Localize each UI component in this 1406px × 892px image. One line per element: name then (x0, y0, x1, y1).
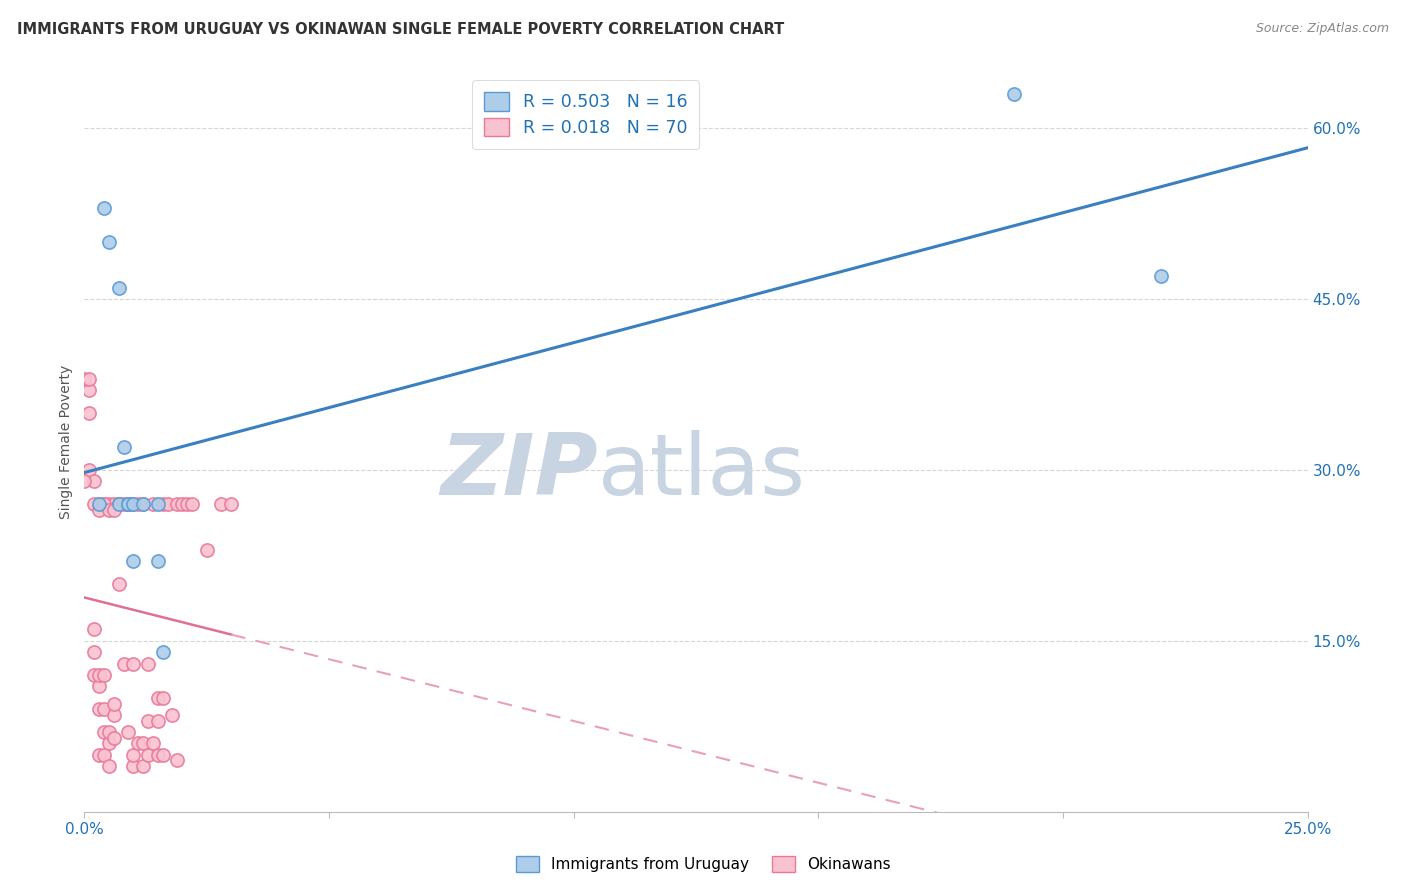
Point (152, 747, 174, 762)
Point (127, 736, 149, 750)
Point (127, 497, 149, 511)
Point (195, 542, 218, 557)
Legend: Immigrants from Uruguay, Okinawans: Immigrants from Uruguay, Okinawans (508, 848, 898, 880)
Point (107, 497, 129, 511)
Text: atlas: atlas (598, 430, 806, 513)
Point (146, 497, 169, 511)
Point (93, 497, 115, 511)
Point (112, 497, 135, 511)
Point (162, 707, 184, 722)
Point (117, 497, 139, 511)
Point (166, 497, 188, 511)
Point (166, 754, 188, 768)
Point (87, 503, 110, 517)
Point (122, 497, 145, 511)
Point (146, 554, 169, 568)
Point (87, 497, 110, 511)
Point (83, 497, 105, 511)
Point (122, 759, 145, 773)
Point (142, 736, 165, 750)
Point (93, 497, 115, 511)
Point (103, 503, 125, 517)
Point (87, 747, 110, 762)
Point (93, 201, 115, 215)
Point (156, 497, 179, 511)
Point (122, 554, 145, 568)
Point (83, 668, 105, 682)
Point (103, 497, 125, 511)
Point (132, 497, 155, 511)
Point (83, 645, 105, 659)
Point (103, 731, 125, 745)
Point (132, 736, 155, 750)
Point (112, 657, 135, 671)
Point (103, 697, 125, 711)
Point (107, 577, 129, 591)
Point (77, 406, 100, 420)
Y-axis label: Single Female Poverty: Single Female Poverty (59, 365, 73, 518)
Point (93, 702, 115, 716)
Point (117, 497, 139, 511)
Text: Source: ZipAtlas.com: Source: ZipAtlas.com (1256, 22, 1389, 36)
Point (117, 725, 139, 739)
Point (152, 497, 174, 511)
Point (77, 384, 100, 398)
Point (146, 747, 169, 762)
Point (97, 736, 120, 750)
Point (107, 497, 129, 511)
Point (117, 497, 139, 511)
Point (122, 657, 145, 671)
Point (219, 497, 242, 511)
Point (97, 759, 120, 773)
Point (209, 497, 232, 511)
Point (77, 372, 100, 386)
Point (103, 707, 125, 722)
Point (87, 702, 110, 716)
Point (152, 690, 174, 705)
Point (172, 497, 194, 511)
Point (83, 623, 105, 637)
Point (87, 668, 110, 682)
Point (136, 747, 159, 762)
Point (73, 372, 96, 386)
Point (152, 645, 174, 659)
Point (73, 475, 96, 489)
Text: IMMIGRANTS FROM URUGUAY VS OKINAWAN SINGLE FEMALE POVERTY CORRELATION CHART: IMMIGRANTS FROM URUGUAY VS OKINAWAN SING… (17, 22, 785, 37)
Point (1002, 87, 1025, 102)
Point (146, 690, 169, 705)
Point (112, 440, 135, 454)
Point (93, 725, 115, 739)
Point (107, 497, 129, 511)
Point (132, 497, 155, 511)
Point (132, 759, 155, 773)
Point (97, 497, 120, 511)
Point (77, 463, 100, 477)
Point (142, 497, 165, 511)
Point (136, 657, 159, 671)
Point (97, 235, 120, 250)
Point (93, 668, 115, 682)
Point (107, 281, 129, 295)
Point (136, 714, 159, 728)
Text: ZIP: ZIP (440, 430, 598, 513)
Point (122, 497, 145, 511)
Point (181, 497, 204, 511)
Point (87, 497, 110, 511)
Point (1150, 269, 1173, 284)
Point (93, 747, 115, 762)
Point (97, 503, 120, 517)
Point (83, 475, 105, 489)
Point (87, 680, 110, 694)
Point (176, 497, 198, 511)
Legend: R = 0.503   N = 16, R = 0.018   N = 70: R = 0.503 N = 16, R = 0.018 N = 70 (472, 80, 699, 149)
Point (97, 725, 120, 739)
Point (146, 714, 169, 728)
Point (122, 747, 145, 762)
